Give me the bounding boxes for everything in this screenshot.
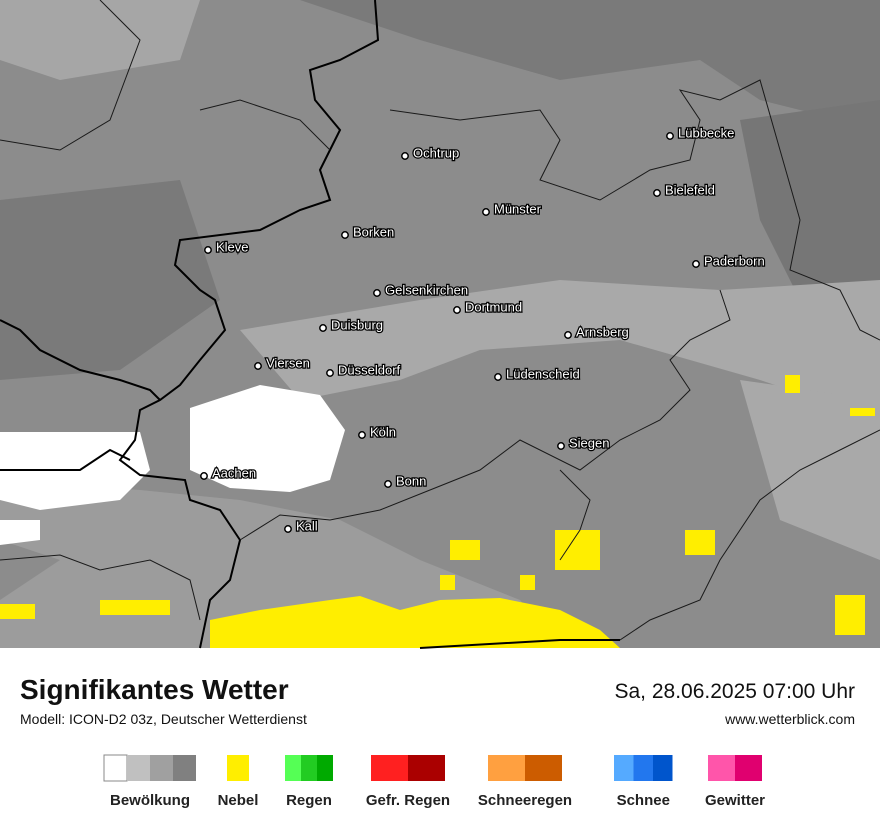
city-label: Aachen [212,465,256,480]
legend-swatch [408,755,445,781]
legend-swatch [525,755,562,781]
legend-label: Gewitter [705,792,765,809]
legend-label: Schnee [617,792,670,809]
legend-swatch [708,755,735,781]
city-marker [341,231,349,239]
legend-swatch [633,755,653,781]
city-marker [666,132,674,140]
city-labels: Ochtrup Lübbecke Bielefeld Münster Borken Kle… [200,124,766,535]
city-marker [204,246,212,254]
light-cloud [740,380,880,560]
light-cloud [240,280,880,420]
city-label: Kall [296,518,318,533]
legend-swatch [301,755,317,781]
dark-cloud [0,0,880,130]
legend-swatch [614,755,634,781]
city-label: Münster [494,201,542,216]
fog [0,375,875,648]
datetime: Sa, 28.06.2025 07:00 Uhr [614,680,855,703]
city-label: Bielefeld [665,182,715,197]
city-marker [326,369,334,377]
subtitle: Modell: ICON-D2 03z, Deutscher Wetterdie… [20,711,307,727]
city-marker [358,431,366,439]
title: Signifikantes Wetter [20,674,289,705]
city-label: Duisburg [331,317,383,332]
legend-swatch [227,755,249,781]
city-label: Dortmund [465,299,522,314]
dark-cloud [0,180,220,380]
clear-sky [190,385,345,492]
city-label: Kleve [216,239,249,254]
city-marker [564,331,572,339]
city-marker [401,152,409,160]
dark-cloud [740,100,880,300]
city-marker [482,208,490,216]
city-marker [692,260,700,268]
city-label: Düsseldorf [338,362,401,377]
city-marker [494,373,502,381]
legend-label: Schneeregen [478,792,572,809]
city-marker [373,289,381,297]
city-marker [453,306,461,314]
city-label: Lüdenscheid [506,366,580,381]
city-label: Viersen [266,355,310,370]
city-marker [319,324,327,332]
city-label: Ochtrup [413,145,459,160]
city-marker [254,362,262,370]
legend-swatch [127,755,150,781]
legend-swatch [317,755,333,781]
legend-label: Gefr. Regen [366,792,450,809]
legend-swatch [173,755,196,781]
city-marker [653,189,661,197]
legend-swatch [103,754,128,782]
legend-swatch [371,755,408,781]
city-marker [200,472,208,480]
city-label: Bonn [396,473,426,488]
legend-label: Bewölkung [110,792,190,809]
clear-sky [0,520,40,545]
legend-swatch [735,755,762,781]
city-label: Paderborn [704,253,765,268]
region-border [0,0,880,641]
city-label: Arnsberg [576,324,629,339]
legend: Bewölkung Nebel Regen Gefr. Regen Schneerege… [103,754,765,809]
legend-swatch [488,755,525,781]
website: www.wetterblick.com [724,711,855,727]
light-cloud [0,0,200,80]
map [0,0,880,649]
city-label: Borken [353,224,394,239]
city-label: Siegen [569,435,609,450]
city-marker [384,480,392,488]
city-marker [557,442,565,450]
country-border [0,0,620,649]
legend-swatch [285,755,301,781]
city-label: Lübbecke [678,125,734,140]
city-marker [284,525,292,533]
city-label: Gelsenkirchen [385,282,468,297]
legend-swatch [150,755,173,781]
city-label: Köln [370,424,396,439]
legend-label: Nebel [218,792,259,809]
legend-swatch [653,755,673,781]
legend-label: Regen [286,792,332,809]
